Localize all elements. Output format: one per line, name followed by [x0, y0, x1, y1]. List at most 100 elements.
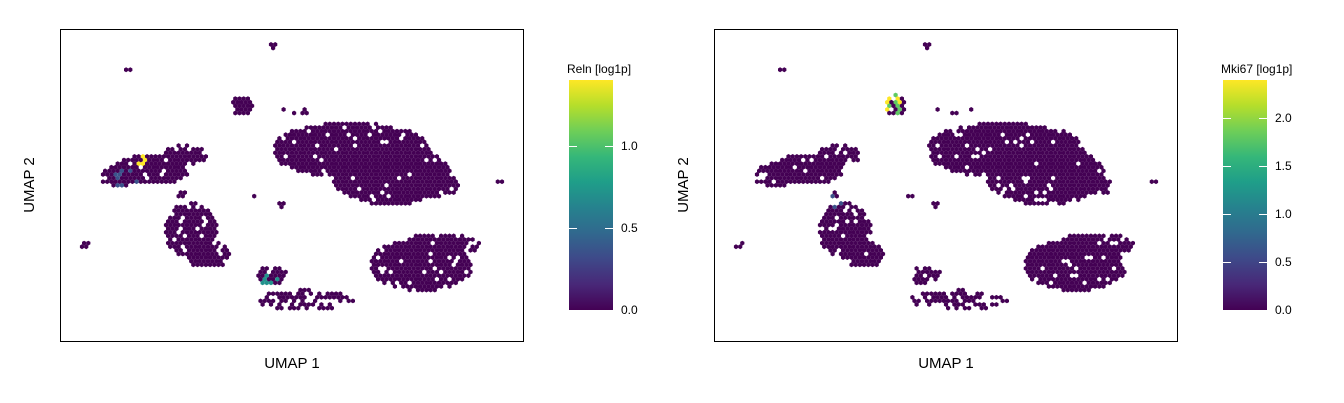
- hexbin-cell: [390, 200, 395, 206]
- hexbin-cell: [824, 168, 829, 174]
- hexbin-cell: [941, 291, 946, 297]
- hexbin-cell: [1120, 273, 1125, 279]
- hexbin-cell: [439, 247, 444, 253]
- hexbin-cell: [847, 251, 852, 257]
- hexbin-cell: [889, 99, 894, 105]
- hexbin-cell: [365, 193, 370, 199]
- hexbin-cell: [273, 273, 278, 279]
- hexbin-cell: [403, 280, 408, 286]
- hexbin-cell: [430, 182, 435, 188]
- hexbin-cell: [271, 276, 276, 282]
- hexbin-cell: [336, 121, 341, 127]
- hexbin-cell: [151, 179, 156, 185]
- hexbin-cell: [451, 240, 456, 246]
- hexbin-cell: [1017, 146, 1022, 152]
- hexbin-cell: [201, 208, 206, 213]
- hexbin-cell: [405, 240, 410, 246]
- hexbin-cell: [790, 175, 795, 181]
- hexbin-cell: [925, 45, 930, 51]
- hexbin-cell: [1065, 273, 1070, 279]
- hexbin-cell: [1030, 197, 1035, 203]
- hexbin-cell: [457, 237, 463, 242]
- hexbin-cell: [317, 154, 322, 159]
- hexbin-cell: [962, 139, 967, 145]
- hexbin-cell: [323, 128, 328, 134]
- hexbin-cell: [342, 154, 347, 159]
- hexbin-cell: [216, 262, 221, 268]
- hexbin-cell: [1055, 182, 1060, 188]
- colorbar-title: Mki67 [log1p]: [1221, 62, 1293, 76]
- hexbin-cell: [193, 251, 198, 257]
- hexbin-cell: [363, 197, 368, 203]
- hexbin-cell: [918, 280, 923, 286]
- hexbin-cell: [191, 233, 196, 239]
- hexbin-cell: [367, 175, 372, 181]
- hexbin-cell: [1082, 237, 1087, 242]
- hexbin-cell: [1040, 128, 1045, 134]
- hexbin-cell: [189, 251, 194, 257]
- hexbin-cell: [415, 251, 421, 257]
- hexbin-cell: [916, 298, 921, 304]
- hexbin-cell: [100, 172, 106, 177]
- hexbin-cell: [394, 193, 400, 199]
- hexbin-cell: [422, 276, 427, 282]
- hexbin-cell: [1019, 186, 1024, 192]
- hexbin-cell: [1025, 182, 1030, 188]
- hexbin-cell: [822, 164, 827, 170]
- hexbin-cell: [1103, 186, 1108, 192]
- hexbin-cell: [418, 182, 423, 188]
- colorbar-tick-mark: [1259, 166, 1267, 168]
- hexbin-cell: [1063, 255, 1068, 260]
- hexbin-cell: [1009, 132, 1014, 138]
- hexbin-cell: [962, 291, 967, 297]
- hexbin-cell: [166, 233, 171, 239]
- hexbin-cell: [348, 150, 353, 156]
- hexbin-cell: [178, 211, 183, 217]
- hexbin-cell: [409, 262, 414, 268]
- hexbin-cell: [317, 168, 322, 174]
- hexbin-cell: [140, 154, 145, 159]
- hexbin-cell: [1065, 143, 1070, 148]
- hexbin-cell: [1053, 128, 1058, 134]
- hexbin-cell: [176, 143, 181, 148]
- hexbin-cell: [1004, 132, 1009, 138]
- hexbin-cell: [180, 237, 185, 242]
- hexbin-cell: [1034, 125, 1039, 130]
- hexbin-cell: [1076, 190, 1081, 195]
- hexbin-cell: [430, 233, 435, 239]
- hexbin-cell: [1017, 132, 1022, 138]
- hexbin-cell: [1006, 172, 1012, 177]
- hexbin-cell: [121, 179, 127, 185]
- hexbin-cell: [376, 154, 381, 159]
- hexbin-cell: [334, 168, 339, 174]
- hexbin-cell: [855, 251, 860, 257]
- hexbin-cell: [1080, 175, 1085, 181]
- hexbin-cell: [937, 291, 942, 297]
- hexbin-cell: [1105, 255, 1110, 260]
- hexbin-cell: [403, 179, 408, 185]
- hexbin-cell: [340, 150, 345, 156]
- hexbin-cell: [298, 128, 303, 134]
- hexbin-cell: [809, 172, 814, 177]
- hexbin-cell: [205, 215, 211, 221]
- hexbin-cell: [411, 266, 416, 271]
- hexbin-cell: [1000, 146, 1005, 152]
- hexbin-cell: [836, 204, 841, 210]
- hexbin-cell: [1032, 193, 1037, 199]
- hexbin-cell: [1099, 244, 1104, 250]
- hexbin-cell: [308, 139, 313, 145]
- hexbin-cell: [1032, 128, 1037, 134]
- hexbin-cell: [378, 186, 383, 192]
- hexbin-cell: [910, 294, 915, 300]
- hexbin-cell: [941, 154, 946, 159]
- hexbin-cell: [841, 204, 846, 210]
- hexbin-cell: [390, 251, 395, 257]
- hexbin-cell: [822, 244, 827, 250]
- hexbin-cell: [182, 190, 187, 195]
- hexbin-cell: [304, 168, 309, 174]
- hexbin-cell: [157, 154, 162, 159]
- hexbin-cell: [832, 168, 837, 174]
- hexbin-cell: [1030, 146, 1035, 152]
- hexbin-cell: [415, 135, 421, 141]
- hexbin-cell: [407, 237, 412, 242]
